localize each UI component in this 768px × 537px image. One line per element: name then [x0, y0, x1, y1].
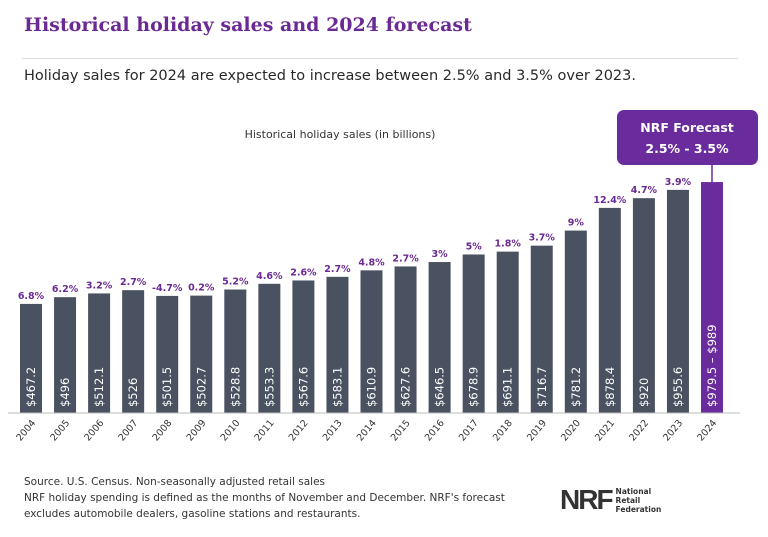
bar — [394, 266, 417, 413]
growth-label: 2.7% — [392, 253, 419, 264]
value-label: $528.8 — [228, 367, 242, 407]
x-tick-label: 2009 — [185, 418, 209, 444]
value-label: $920 — [637, 378, 651, 407]
bar — [326, 276, 349, 413]
bar — [598, 207, 621, 413]
x-tick-label: 2013 — [321, 418, 345, 444]
value-label: $691.1 — [501, 367, 515, 407]
subtitle: Holiday sales for 2024 are expected to i… — [24, 68, 636, 84]
x-tick-label: 2017 — [457, 418, 481, 444]
growth-label: 4.6% — [256, 271, 283, 282]
forecast-callout — [617, 110, 758, 165]
growth-label: 0.2% — [188, 283, 215, 294]
growth-label: 6.2% — [52, 284, 79, 295]
value-label: $878.4 — [603, 367, 617, 407]
x-tick-label: 2014 — [355, 418, 379, 444]
growth-label: 12.4% — [593, 195, 626, 206]
growth-label: 2.7% — [324, 264, 351, 275]
footer-source: Source. U.S. Census. Non-seasonally adju… — [24, 476, 326, 488]
growth-label: 3.2% — [86, 280, 113, 291]
value-label: $526 — [126, 378, 140, 407]
growth-label: 2.7% — [120, 277, 147, 288]
x-tick-label: 2005 — [48, 418, 72, 444]
bar — [632, 198, 655, 413]
value-label: $955.6 — [671, 367, 685, 407]
x-tick-label: 2016 — [423, 418, 447, 444]
bar — [224, 289, 247, 413]
bar — [88, 293, 111, 413]
x-tick-label: 2006 — [82, 418, 106, 444]
growth-label: 5.2% — [222, 277, 249, 288]
x-tick-label: 2019 — [525, 418, 549, 444]
x-tick-label: 2004 — [14, 418, 38, 444]
x-tick-label: 2015 — [389, 418, 413, 444]
forecast-callout-title: NRF Forecast — [640, 120, 734, 135]
x-tick-label: 2007 — [116, 418, 140, 444]
title-divider — [22, 58, 738, 59]
value-label: $716.7 — [535, 367, 549, 407]
value-label: $678.9 — [467, 367, 481, 407]
bar — [190, 295, 213, 413]
bar — [428, 262, 451, 413]
growth-label: 4.7% — [631, 185, 658, 196]
bar — [360, 270, 383, 413]
value-label: $627.6 — [399, 367, 413, 407]
x-tick-label: 2021 — [593, 418, 617, 444]
chart-title: Historical holiday sales (in billions) — [245, 128, 436, 141]
growth-label: 2.6% — [290, 267, 317, 278]
forecast-bar — [701, 182, 723, 413]
bar — [666, 189, 689, 413]
growth-label: 3.7% — [529, 233, 556, 244]
nrf-logo: NRF National Retail Federation — [560, 484, 661, 516]
bar — [156, 295, 179, 413]
value-label: $467.2 — [24, 367, 38, 407]
value-label: $583.1 — [330, 367, 344, 407]
growth-label: 9% — [568, 218, 585, 229]
bar — [20, 303, 42, 413]
x-tick-label: 2018 — [491, 418, 515, 444]
bar — [258, 283, 281, 413]
x-tick-label: 2023 — [661, 418, 685, 444]
x-tick-label: 2010 — [219, 418, 243, 444]
logo-text: National Retail Federation — [615, 486, 662, 514]
bar — [54, 297, 77, 413]
value-label: $567.6 — [296, 367, 310, 407]
growth-label: 6.8% — [18, 291, 45, 302]
growth-label: 4.8% — [358, 257, 385, 268]
growth-label: 3.9% — [665, 177, 692, 188]
x-tick-label: 2012 — [287, 418, 311, 444]
bar — [496, 251, 519, 413]
value-label: $979.5 – $989 — [705, 324, 719, 407]
value-label: $610.9 — [365, 367, 379, 407]
value-label: $646.5 — [433, 367, 447, 407]
forecast-callout-range: 2.5% - 3.5% — [645, 141, 729, 156]
growth-label: 1.8% — [495, 239, 522, 250]
bar — [462, 254, 485, 413]
value-label: $781.2 — [569, 367, 583, 407]
x-tick-label: 2011 — [253, 418, 277, 444]
footer-note-1: NRF holiday spending is defined as the m… — [24, 492, 505, 504]
value-label: $553.3 — [262, 367, 276, 407]
growth-label: -4.7% — [152, 283, 183, 294]
growth-label: 3% — [432, 249, 449, 260]
growth-label: 5% — [466, 241, 483, 252]
logo-mark: NRF — [560, 484, 614, 515]
bar-chart: Historical holiday sales (in billions) $… — [8, 110, 758, 444]
page-title: Historical holiday sales and 2024 foreca… — [24, 14, 472, 36]
value-label: $512.1 — [92, 367, 106, 407]
x-tick-label: 2008 — [151, 418, 175, 444]
value-label: $501.5 — [160, 367, 174, 407]
value-label: $496 — [58, 378, 72, 407]
bar — [530, 245, 553, 413]
value-label: $502.7 — [194, 367, 208, 407]
bar — [292, 280, 315, 413]
footer-note-2: excludes automobile dealers, gasoline st… — [24, 508, 361, 520]
x-tick-label: 2024 — [695, 418, 719, 444]
bar — [122, 290, 145, 413]
bar — [564, 230, 587, 413]
x-tick-label: 2022 — [627, 418, 651, 444]
x-tick-label: 2020 — [559, 418, 583, 444]
